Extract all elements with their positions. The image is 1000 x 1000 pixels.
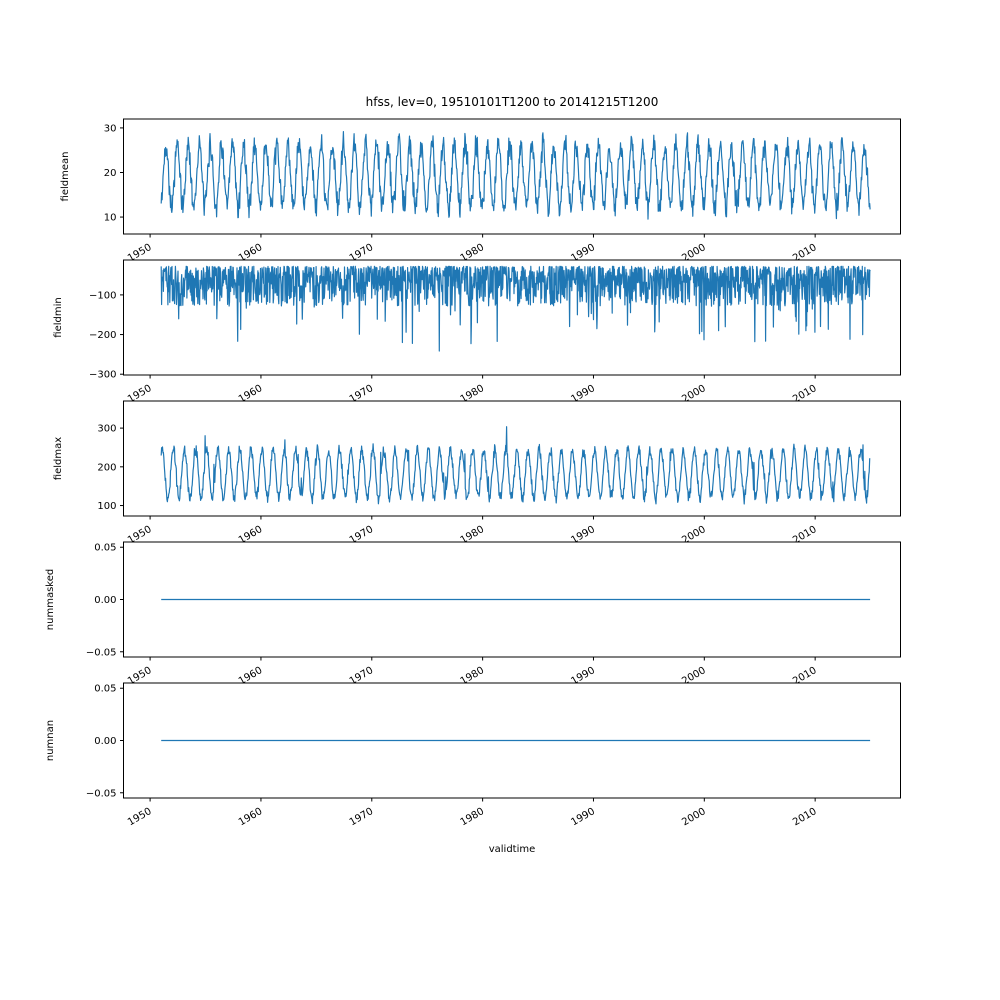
axes-frame: [123, 541, 901, 658]
y-tick-label: −300: [89, 370, 116, 381]
x-tick-label: 1970: [348, 806, 376, 828]
y-tick-label: 100: [97, 501, 116, 512]
subplot-numnan: 0.05 0.00 −0.05 1950 1960 1970 1980 1990 2000 201…: [45, 682, 901, 828]
x-axis-label: validtime: [488, 844, 536, 855]
series-line-fieldmean: [160, 131, 871, 220]
axes-background: [123, 401, 901, 516]
axes-frame: [123, 259, 901, 376]
y-axis-label: nummasked: [45, 569, 56, 630]
y-axis-label: numnan: [45, 720, 56, 761]
x-tick-label: 1960: [237, 806, 265, 828]
y-axis-label: fieldmean: [60, 152, 71, 202]
x-tick-label: 1950: [126, 806, 154, 828]
x-tick-label: 1990: [569, 806, 597, 828]
y-tick-label: 0.00: [94, 595, 116, 606]
axes-frame: [123, 682, 901, 799]
y-tick-label: 0.05: [94, 684, 116, 695]
series-line-fieldmin: [160, 265, 871, 352]
y-tick-label: 300: [97, 424, 116, 435]
y-axis-label: fieldmin: [53, 297, 64, 337]
x-tick-label: 2000: [680, 806, 708, 828]
series-line-fieldmax: [160, 426, 871, 505]
figure-title: hfss, lev=0, 19510101T1200 to 20141215T1…: [365, 95, 659, 109]
y-tick-label: 20: [104, 168, 117, 179]
y-tick-label: 10: [104, 213, 117, 224]
y-tick-label: 30: [104, 123, 117, 134]
x-tick-label: 1980: [459, 806, 487, 828]
y-tick-label: 200: [97, 462, 116, 473]
y-tick-label: −0.05: [86, 647, 117, 658]
y-tick-label: −100: [89, 290, 116, 301]
y-tick-label: −200: [89, 330, 116, 341]
axes-frame: [123, 118, 901, 235]
y-tick-label: 0.00: [94, 736, 116, 747]
y-axis-label: fieldmax: [53, 437, 64, 480]
x-tick-label: 2010: [791, 806, 819, 828]
axes-frame: [123, 400, 901, 517]
y-tick-label: 0.05: [94, 543, 116, 554]
y-tick-label: −0.05: [86, 788, 117, 799]
